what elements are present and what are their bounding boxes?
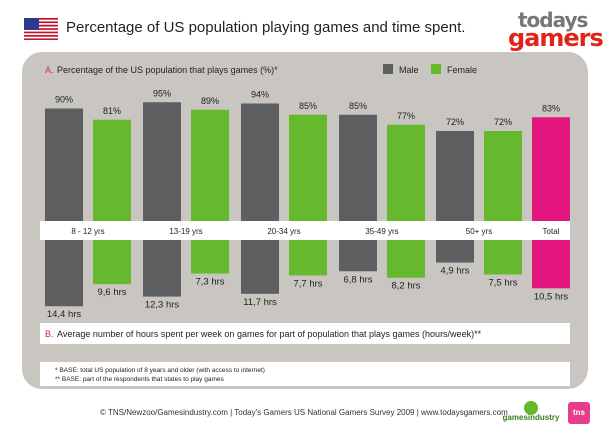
- section-b-band: [40, 323, 570, 344]
- section-b-title: Average number of hours spent per week o…: [57, 329, 482, 339]
- label-female-hrs: 7,3 hrs: [195, 277, 224, 288]
- bar-male-pct: [45, 108, 83, 221]
- label-total-pct: 83%: [542, 103, 560, 113]
- todaysgamers-logo: todays gamers: [508, 8, 604, 52]
- category-label: 8 - 12 yrs: [71, 227, 104, 236]
- label-female-pct: 72%: [494, 117, 512, 127]
- bar-male-hrs: [241, 240, 279, 294]
- page-title: Percentage of US population playing game…: [66, 19, 466, 36]
- bar-female-pct: [387, 124, 425, 221]
- label-male-pct: 72%: [446, 117, 464, 127]
- label-male-hrs: 11,7 hrs: [243, 297, 277, 308]
- label-male-pct: 85%: [349, 101, 367, 111]
- section-b-letter: B.: [45, 329, 54, 339]
- gamesindustry-logo-text: gamesindustry: [503, 413, 560, 422]
- bar-female-pct: [93, 119, 131, 221]
- category-label: 13-19 yrs: [169, 227, 202, 236]
- category-label-total: Total: [543, 227, 560, 236]
- label-total-hrs: 10,5 hrs: [534, 291, 569, 302]
- bar-female-hrs: [289, 240, 327, 276]
- section-b-bars: 14,4 hrs 9,6 hrs 12,3 hrs 7,3 hrs 11,7 hrs 7,…: [45, 240, 570, 320]
- bar-male-hrs: [436, 240, 474, 263]
- logo-line1: todays: [518, 8, 588, 32]
- notes-box: [40, 362, 570, 386]
- bar-female-hrs: [191, 240, 229, 274]
- category-band: [40, 221, 570, 240]
- category-label: 50+ yrs: [466, 227, 492, 236]
- bar-total-pct: [532, 117, 570, 221]
- label-female-pct: 77%: [397, 111, 415, 121]
- label-male-hrs: 6,8 hrs: [343, 274, 372, 285]
- category-label: 20-34 yrs: [267, 227, 300, 236]
- legend-male-swatch: [383, 64, 393, 74]
- bar-female-pct: [484, 131, 522, 221]
- section-a-bars: 90% 81% 95% 89% 94% 85% 85% 77% 72% 72% 83%: [45, 88, 570, 221]
- label-female-hrs: 9,6 hrs: [97, 287, 126, 298]
- legend-female-swatch: [431, 64, 441, 74]
- bar-male-pct: [241, 103, 279, 221]
- label-male-hrs: 14,4 hrs: [47, 309, 82, 320]
- gamesindustry-logo: gamesindustry: [503, 401, 560, 422]
- bar-female-hrs: [93, 240, 131, 285]
- label-male-pct: 94%: [251, 90, 269, 100]
- bar-female-hrs: [484, 240, 522, 275]
- bar-female-pct: [289, 114, 327, 221]
- category-labels: 8 - 12 yrs 13-19 yrs 20-34 yrs 35-49 yrs 50+…: [71, 227, 559, 236]
- label-female-hrs: 7,5 hrs: [488, 278, 517, 289]
- label-female-pct: 89%: [201, 96, 219, 106]
- label-male-pct: 90%: [55, 95, 73, 105]
- bar-male-hrs: [143, 240, 181, 297]
- us-flag-icon: [24, 18, 58, 40]
- tns-logo: tns: [568, 402, 590, 424]
- category-label: 35-49 yrs: [365, 227, 398, 236]
- section-a-title: Percentage of the US population that pla…: [57, 65, 278, 75]
- bar-male-hrs: [45, 240, 83, 307]
- bar-male-pct: [143, 102, 181, 221]
- label-male-hrs: 4,9 hrs: [440, 266, 469, 277]
- bar-male-pct: [436, 131, 474, 221]
- logo-line2: gamers: [508, 24, 604, 52]
- section-a-letter: A.: [45, 65, 54, 75]
- label-male-hrs: 12,3 hrs: [145, 300, 180, 311]
- bar-male-pct: [339, 114, 377, 221]
- note-1: * BASE: total US population of 8 years a…: [55, 367, 265, 374]
- label-female-hrs: 8,2 hrs: [391, 281, 420, 292]
- bar-total-hrs: [532, 240, 570, 289]
- legend-female-label: Female: [447, 65, 477, 75]
- label-male-pct: 95%: [153, 88, 171, 98]
- bar-female-pct: [191, 109, 229, 221]
- label-female-hrs: 7,7 hrs: [293, 278, 322, 289]
- bar-female-hrs: [387, 240, 425, 278]
- bar-male-hrs: [339, 240, 377, 272]
- label-female-pct: 85%: [299, 101, 317, 111]
- legend-male-label: Male: [399, 65, 419, 75]
- label-female-pct: 81%: [103, 106, 121, 116]
- note-2: ** BASE: part of the respondents that st…: [55, 376, 224, 383]
- source-footer: © TNS/Newzoo/Gamesindustry.com | Today's…: [100, 408, 508, 417]
